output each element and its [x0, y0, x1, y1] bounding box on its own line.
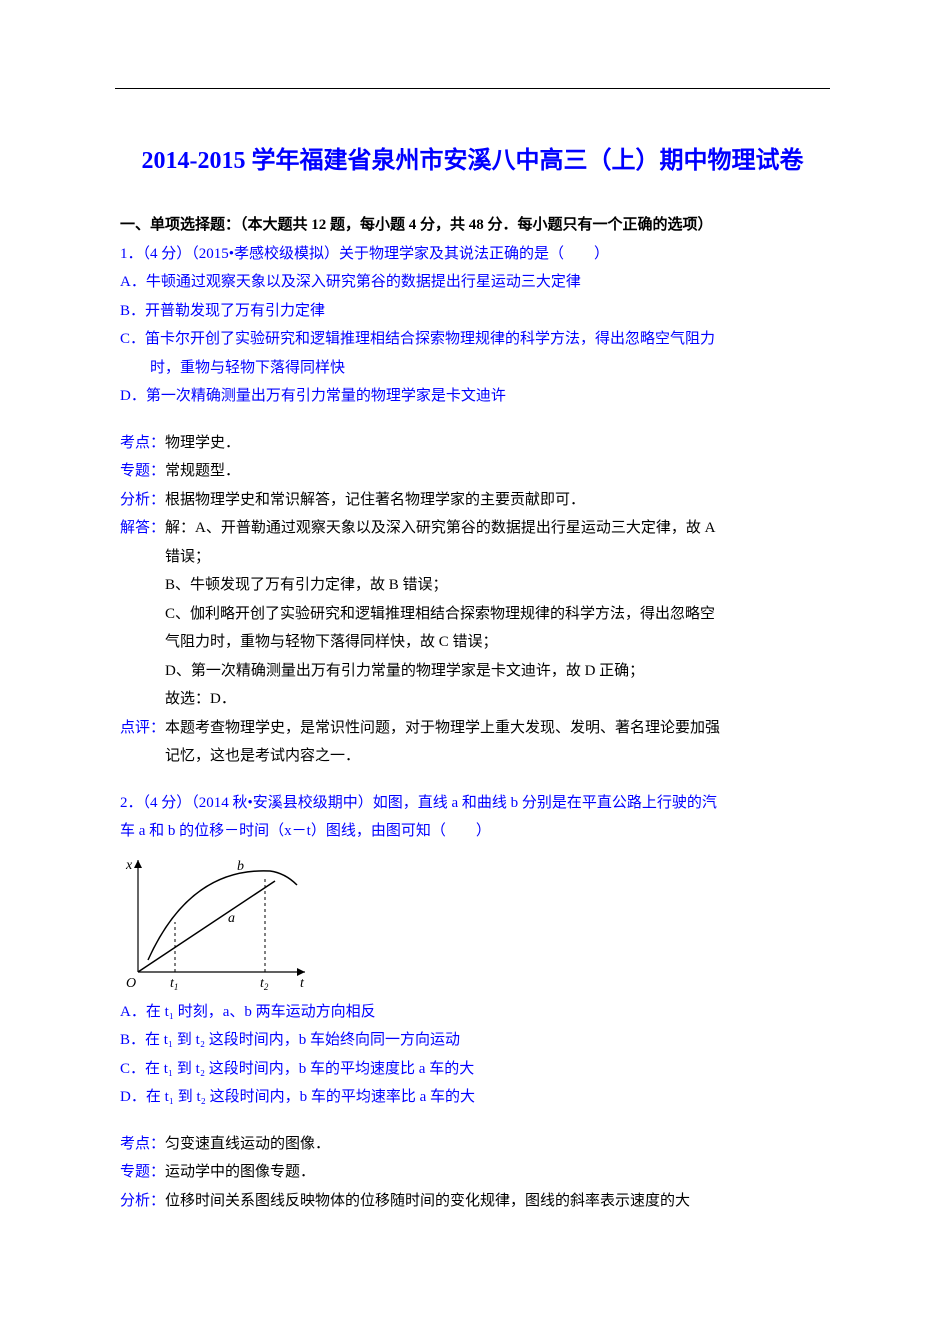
q1-dianping2: 记忆，这也是考试内容之一．	[120, 742, 825, 771]
label-dianping: 点评：	[120, 720, 165, 736]
q1-choice-b: B．开普勒发现了万有引力定律	[120, 297, 825, 326]
label-zhuanti-2: 专题：	[120, 1164, 165, 1180]
text-zhuanti-2: 运动学中的图像专题．	[165, 1164, 315, 1180]
label-fenxi: 分析：	[120, 492, 165, 508]
q2-stem2: 车 a 和 b 的位移－时间（x－t）图线，由图可知（ ）	[120, 817, 825, 846]
q2-choice-d: D．在 t₁ 到 t₂ 这段时间内，b 车的平均速率比 a 车的大	[120, 1083, 825, 1112]
x-axis-arrow	[297, 968, 305, 976]
label-a: a	[228, 911, 235, 926]
label-kaodian-2: 考点：	[120, 1136, 165, 1152]
y-axis-arrow	[134, 860, 142, 868]
text-zhuanti: 常规题型．	[165, 463, 240, 479]
q1-zhuanti: 专题：常规题型．	[120, 457, 825, 486]
origin-label: O	[126, 976, 136, 991]
page-title: 2014-2015 学年福建省泉州市安溪八中高三（上）期中物理试卷	[120, 140, 825, 183]
q2-kaodian: 考点：匀变速直线运动的图像．	[120, 1130, 825, 1159]
horizontal-rule	[115, 88, 830, 89]
t1-label: t1	[170, 976, 178, 992]
q1-jieda-d: D、第一次精确测量出万有引力常量的物理学家是卡文迪许，故 D 正确；	[120, 657, 825, 686]
text-kaodian-2: 匀变速直线运动的图像．	[165, 1136, 330, 1152]
q2-choice-a: A．在 t₁ 时刻，a、b 两车运动方向相反	[120, 998, 825, 1027]
t2-label: t2	[260, 976, 269, 992]
label-kaodian: 考点：	[120, 435, 165, 451]
q1-guxuan: 故选：D．	[120, 685, 825, 714]
x-axis-label: t	[300, 976, 305, 991]
q1-jieda-a2: 错误；	[120, 543, 825, 572]
section-header: 一、单项选择题：（本大题共 12 题，每小题 4 分，共 48 分．每小题只有一…	[120, 211, 825, 240]
label-fenxi-2: 分析：	[120, 1193, 165, 1209]
label-zhuanti: 专题：	[120, 463, 165, 479]
q1-jieda-c2: 气阻力时，重物与轻物下落得同样快，故 C 错误；	[120, 628, 825, 657]
text-jieda-a1: A、开普勒通过观察天象以及深入研究第谷的数据提出行星运动三大定律，故 A	[195, 520, 715, 536]
text-jieda-pre: 解：	[165, 520, 195, 536]
q1-jieda-b: B、牛顿发现了万有引力定律，故 B 错误；	[120, 571, 825, 600]
y-axis-label: x	[125, 858, 133, 873]
q1-choice-d: D．第一次精确测量出万有引力常量的物理学家是卡文迪许	[120, 382, 825, 411]
label-jieda: 解答：	[120, 520, 165, 536]
q1-stem: 1．（4 分）（2015•孝感校级模拟）关于物理学家及其说法正确的是（ ）	[120, 240, 825, 269]
q2-choice-c: C．在 t₁ 到 t₂ 这段时间内，b 车的平均速度比 a 车的大	[120, 1055, 825, 1084]
q2-fenxi: 分析：位移时间关系图线反映物体的位移随时间的变化规律，图线的斜率表示速度的大	[120, 1187, 825, 1216]
q1-choice-c1: C．笛卡尔开创了实验研究和逻辑推理相结合探索物理规律的科学方法，得出忽略空气阻力	[120, 325, 825, 354]
q1-choice-a: A．牛顿通过观察天象以及深入研究第谷的数据提出行星运动三大定律	[120, 268, 825, 297]
q1-dianping1: 点评：本题考查物理学史，是常识性问题，对于物理学上重大发现、发明、著名理论要加强	[120, 714, 825, 743]
line-a	[138, 881, 275, 972]
q2-zhuanti: 专题：运动学中的图像专题．	[120, 1158, 825, 1187]
q2-graph: t x O a b t1 t2	[120, 852, 315, 992]
q1-jieda-a1: 解答：解：A、开普勒通过观察天象以及深入研究第谷的数据提出行星运动三大定律，故 …	[120, 514, 825, 543]
q1-choice-c2: 时，重物与轻物下落得同样快	[120, 354, 825, 383]
q1-kaodian: 考点：物理学史．	[120, 429, 825, 458]
label-b: b	[237, 859, 244, 874]
spacer	[120, 1112, 825, 1130]
spacer	[120, 771, 825, 789]
text-fenxi-2: 位移时间关系图线反映物体的位移随时间的变化规律，图线的斜率表示速度的大	[165, 1193, 690, 1209]
text-fenxi: 根据物理学史和常识解答，记住著名物理学家的主要贡献即可．	[165, 492, 585, 508]
q2-choice-b: B．在 t₁ 到 t₂ 这段时间内，b 车始终向同一方向运动	[120, 1026, 825, 1055]
text-kaodian: 物理学史．	[165, 435, 240, 451]
q1-jieda-c1: C、伽利略开创了实验研究和逻辑推理相结合探索物理规律的科学方法，得出忽略空	[120, 600, 825, 629]
q1-fenxi: 分析：根据物理学史和常识解答，记住著名物理学家的主要贡献即可．	[120, 486, 825, 515]
spacer	[120, 411, 825, 429]
q2-stem1: 2．（4 分）（2014 秋•安溪县校级期中）如图，直线 a 和曲线 b 分别是…	[120, 789, 825, 818]
text-dianping1: 本题考查物理学史，是常识性问题，对于物理学上重大发现、发明、著名理论要加强	[165, 720, 720, 736]
